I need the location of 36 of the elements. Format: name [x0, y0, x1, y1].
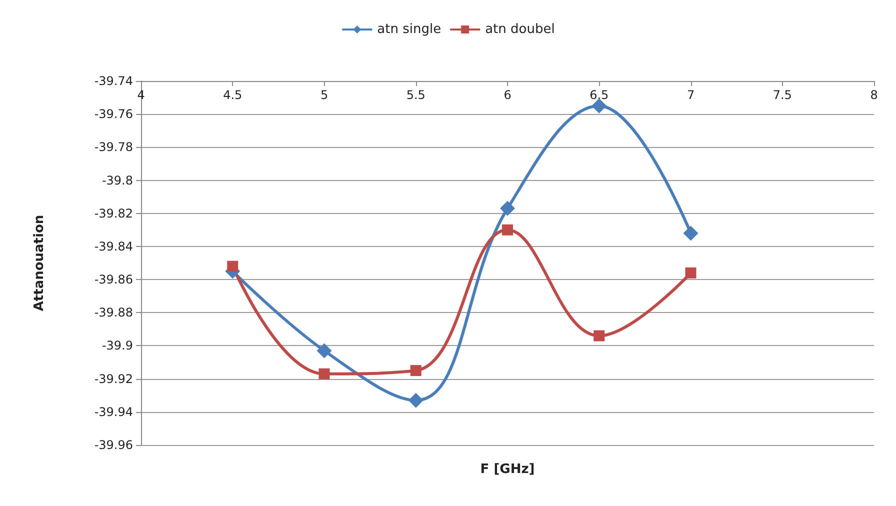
x-tick-label: 7 [686, 88, 695, 102]
y-tick-label: -39.8 [102, 173, 133, 188]
y-tick-label: -39.76 [94, 107, 133, 122]
y-tick-label: -39.88 [94, 306, 133, 320]
legend-label: atn doubel [485, 22, 555, 37]
point [592, 98, 607, 114]
point [685, 267, 696, 278]
x-tick-label: 6 [504, 88, 512, 102]
point [318, 368, 330, 380]
point [500, 200, 515, 216]
y-tick-label: -39.84 [94, 239, 133, 254]
x-tick-label: 6.5 [590, 88, 609, 102]
x-tick-label: 4 [137, 88, 145, 102]
y-tick-label: -39.94 [94, 404, 133, 419]
y-tick-label: -39.86 [94, 272, 133, 287]
x-tick-label: 5.5 [406, 88, 426, 102]
point [316, 343, 332, 358]
x-tick-label: 7.5 [772, 88, 792, 102]
y-tick-label: -39.74 [94, 74, 133, 88]
x-axis-title: F [GHz] [480, 462, 535, 477]
y-axis-title: Attanouation [32, 214, 47, 312]
y-tick-label: -39.82 [94, 206, 133, 220]
point [227, 260, 238, 272]
y-tick-label: -39.9 [102, 338, 133, 353]
point [408, 392, 424, 408]
y-tick-label: -39.96 [94, 438, 133, 452]
y-tick-label: -39.78 [94, 140, 133, 154]
point [594, 330, 605, 342]
point [683, 226, 698, 241]
y-tick-label: -39.92 [94, 372, 133, 386]
x-tick-label: 5 [320, 88, 328, 102]
x-tick-label: 8 [870, 88, 878, 102]
point [502, 224, 513, 236]
point [410, 365, 422, 376]
x-tick-label: 4.5 [223, 88, 242, 102]
legend-label: atn single [377, 22, 442, 37]
